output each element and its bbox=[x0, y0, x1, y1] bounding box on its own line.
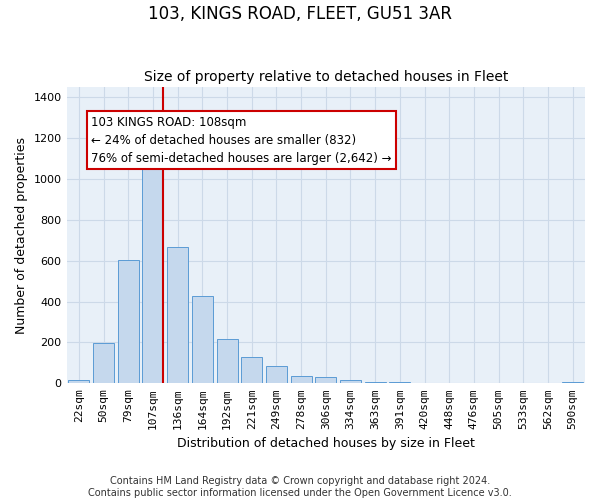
Bar bbox=[241, 356, 262, 384]
Y-axis label: Number of detached properties: Number of detached properties bbox=[15, 136, 28, 334]
Text: 103, KINGS ROAD, FLEET, GU51 3AR: 103, KINGS ROAD, FLEET, GU51 3AR bbox=[148, 5, 452, 23]
Bar bbox=[192, 296, 213, 384]
X-axis label: Distribution of detached houses by size in Fleet: Distribution of detached houses by size … bbox=[177, 437, 475, 450]
Bar bbox=[562, 382, 583, 384]
Title: Size of property relative to detached houses in Fleet: Size of property relative to detached ho… bbox=[143, 70, 508, 85]
Bar bbox=[93, 344, 114, 384]
Bar bbox=[118, 260, 139, 384]
Bar bbox=[266, 366, 287, 384]
Bar bbox=[389, 382, 410, 384]
Bar bbox=[68, 380, 89, 384]
Bar bbox=[365, 382, 386, 384]
Bar bbox=[167, 248, 188, 384]
Text: Contains HM Land Registry data © Crown copyright and database right 2024.
Contai: Contains HM Land Registry data © Crown c… bbox=[88, 476, 512, 498]
Bar bbox=[290, 376, 311, 384]
Bar bbox=[340, 380, 361, 384]
Bar bbox=[217, 340, 238, 384]
Bar bbox=[315, 377, 336, 384]
Bar bbox=[142, 156, 163, 384]
Text: 103 KINGS ROAD: 108sqm
← 24% of detached houses are smaller (832)
76% of semi-de: 103 KINGS ROAD: 108sqm ← 24% of detached… bbox=[91, 116, 392, 164]
